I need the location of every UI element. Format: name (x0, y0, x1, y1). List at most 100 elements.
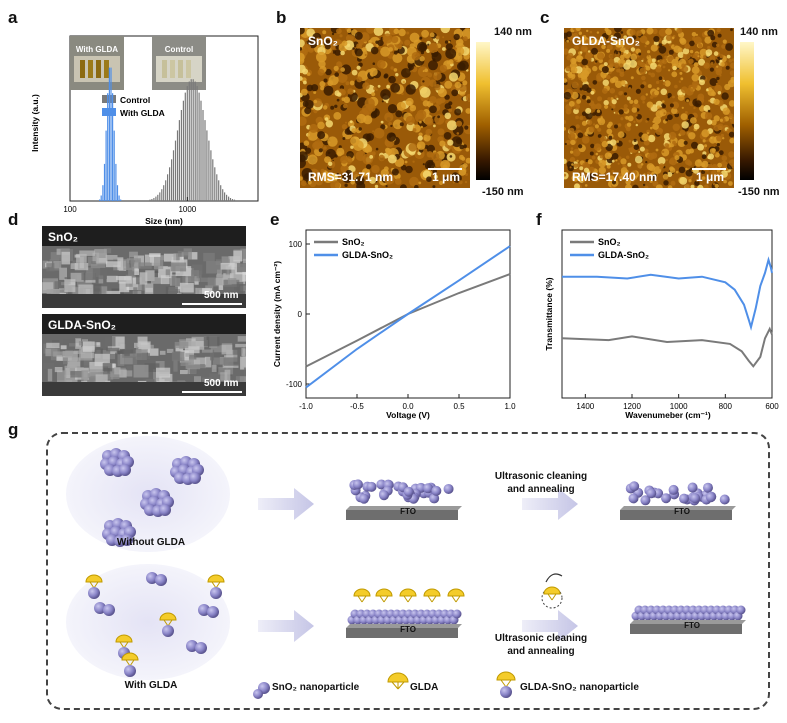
afm-grain (436, 100, 439, 103)
hist-bar (204, 120, 206, 201)
sem-grain (138, 262, 152, 269)
afm-grain (707, 155, 711, 160)
afm-grain (328, 161, 333, 166)
afm-grain (713, 98, 720, 105)
afm-grain (345, 34, 354, 43)
afm-grain (618, 156, 622, 160)
afm-grain (354, 31, 363, 40)
sem-grain (233, 348, 239, 355)
afm-grain (331, 32, 335, 36)
afm-grain (377, 84, 381, 88)
afm-grain (593, 123, 596, 126)
afm-grain (716, 76, 720, 81)
afm-grain (611, 159, 615, 163)
afm-grain (639, 67, 647, 75)
afm-grain (669, 167, 676, 173)
sem-grain (173, 253, 184, 265)
arrow-top-2 (522, 488, 578, 520)
afm-grain (713, 115, 720, 122)
afm-grain (646, 163, 655, 171)
colorbar-b-bottom: -150 nm (482, 186, 524, 198)
afm-grain (678, 166, 686, 174)
afm-grain (566, 31, 572, 38)
afm-grain (701, 129, 710, 138)
afm-grain (429, 79, 437, 87)
afm-grain (719, 118, 723, 122)
afm-grain (424, 116, 434, 126)
afm-grain (677, 51, 685, 58)
sem-grain (79, 250, 96, 256)
sem-grain (123, 370, 133, 377)
afm-grain (320, 86, 325, 91)
fto-substrate-top-1 (346, 506, 462, 520)
sno2-particle (94, 602, 106, 614)
hist-bar (163, 185, 165, 201)
afm-grain (683, 140, 688, 145)
afm-grain (347, 88, 354, 95)
afm-grain (671, 36, 675, 40)
afm-grain (667, 185, 673, 188)
sem-grain (237, 336, 246, 342)
afm-grain (672, 95, 675, 99)
afm-grain (701, 170, 706, 174)
afm-grain (458, 60, 469, 71)
afm-grain (368, 39, 372, 44)
afm-grain (705, 49, 713, 56)
series-line-glda-sno2 (562, 256, 773, 331)
afm-grain (576, 159, 579, 163)
afm-grain (690, 117, 697, 124)
photo-with-glda-label: With GLDA (76, 45, 118, 54)
afm-grain (658, 45, 667, 54)
afm-grain (588, 126, 595, 133)
afm-grain (650, 126, 653, 130)
glda-molecule (447, 588, 465, 603)
afm-grain (613, 171, 616, 174)
sem-bottom-scalebar (182, 391, 242, 393)
afm-grain (648, 72, 651, 76)
sem-grain (221, 344, 233, 355)
afm-grain (576, 99, 581, 104)
sem-grain (235, 376, 246, 385)
afm-grain (369, 176, 377, 184)
afm-grain (636, 54, 640, 58)
hist-bar (171, 159, 173, 201)
hist-bar (174, 140, 177, 201)
afm-grain (646, 101, 654, 108)
sem-grain (82, 341, 95, 352)
sem-grain (236, 281, 244, 294)
afm-grain (576, 55, 582, 60)
afm-grain (597, 96, 603, 102)
sem-grain (220, 372, 228, 381)
afm-grain (352, 47, 355, 50)
afm-grain (597, 118, 601, 123)
sem-grain (106, 275, 118, 283)
afm-grain (378, 154, 385, 162)
afm-grain (604, 104, 609, 109)
sno2-particle (452, 609, 462, 619)
afm-grain (437, 128, 445, 136)
afm-grain (644, 185, 649, 188)
afm-grain (317, 68, 325, 76)
afm-grain (317, 121, 325, 130)
afm-grain (591, 35, 594, 39)
hist-bar (155, 196, 157, 201)
afm-grain (427, 43, 430, 46)
afm-grain (393, 28, 400, 35)
afm-grain (704, 64, 707, 67)
x-tick-label: 800 (719, 402, 733, 411)
afm-grain (579, 87, 583, 91)
afm-c-texture (564, 28, 734, 188)
afm-grain (658, 43, 663, 47)
sem-grain (50, 252, 62, 260)
panel-label-b: b (276, 8, 287, 27)
sem-grain (134, 262, 139, 275)
sem-grain (54, 281, 69, 293)
sno2-particle (653, 488, 664, 499)
afm-grain (343, 103, 348, 109)
afm-grain (384, 140, 391, 147)
afm-grain (383, 166, 389, 172)
colorbar-b (476, 42, 490, 180)
afm-grain (728, 151, 734, 158)
afm-grain (635, 114, 638, 117)
afm-grain (694, 159, 703, 167)
